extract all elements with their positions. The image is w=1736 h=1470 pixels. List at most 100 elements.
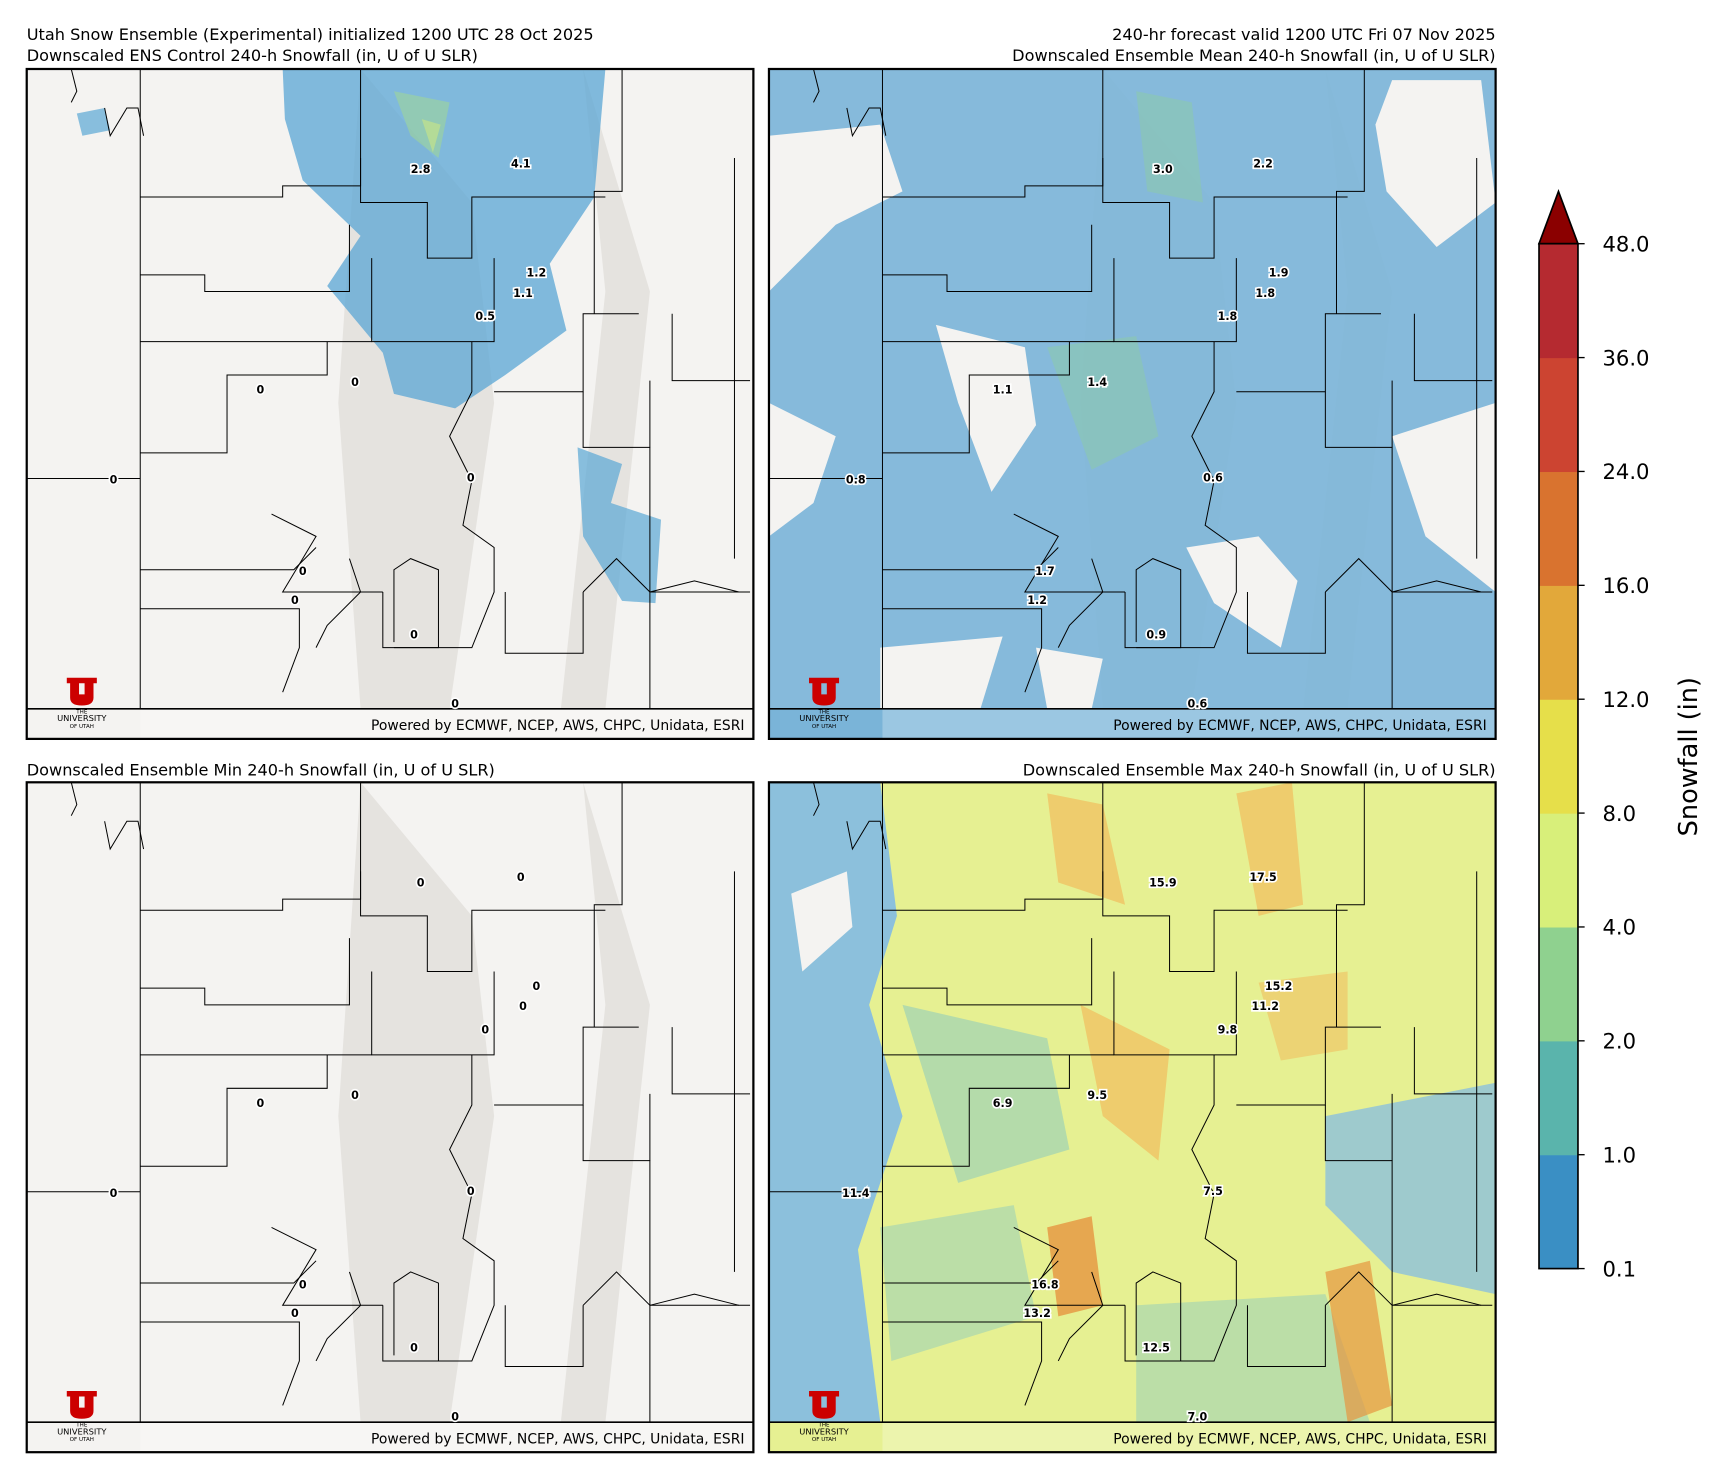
- point-label: 0: [451, 1411, 459, 1424]
- point-label: 0.9: [1146, 628, 1166, 641]
- point-label: 0.5: [475, 310, 495, 323]
- point-label: 16.8: [1031, 1278, 1059, 1291]
- panel-title: Downscaled ENS Control 240-h Snowfall (i…: [27, 46, 478, 65]
- boundary-line: [649, 580, 740, 593]
- colorbar: 0.1 1.0 2.0 4.0 8.0 12.0 16.0 24.0 36.0 48.0 Snowf…: [1537, 189, 1704, 1281]
- logo-text: OF UTAH: [812, 724, 836, 730]
- point-label: 17.5: [1249, 871, 1276, 884]
- snowfall-area: [76, 107, 111, 136]
- boundary-line: [1135, 1271, 1182, 1362]
- snowfall-area: [902, 1004, 1070, 1183]
- boundary-line: [882, 608, 1043, 693]
- colorbar-bin: [1539, 585, 1578, 700]
- colorbar-tick-label: 16.0: [1602, 573, 1649, 598]
- logo-text: UNIVERSITY: [57, 1426, 107, 1436]
- point-label: 12.5: [1143, 1342, 1170, 1355]
- point-label: 1.8: [1255, 287, 1275, 300]
- header-valid: 240-hr forecast valid 1200 UTC Fri 07 No…: [1112, 25, 1496, 44]
- footer-strip: [26, 1422, 754, 1453]
- point-label: 9.5: [1087, 1089, 1107, 1102]
- colorbar-bin: [1539, 926, 1578, 1042]
- boundary-line: [315, 1271, 362, 1362]
- boundary-line: [882, 224, 1093, 293]
- boundary-line: [140, 341, 328, 454]
- snowfall-area: [1080, 1004, 1170, 1161]
- point-label: 0: [351, 1089, 359, 1102]
- snowfall-area: [577, 447, 662, 604]
- colorbar-bin: [1539, 243, 1578, 359]
- snowfall-area: [421, 119, 441, 153]
- boundary-line: [1113, 971, 1237, 1056]
- logo-text: UNIVERSITY: [799, 713, 849, 723]
- boundary-line: [882, 938, 1093, 1006]
- colorbar-tick-label: 36.0: [1602, 345, 1649, 370]
- point-label: 0: [533, 980, 541, 993]
- colorbar-tick-label: 24.0: [1602, 459, 1649, 484]
- credit-text: Powered by ECMWF, NCEP, AWS, CHPC, Unida…: [1113, 1431, 1486, 1447]
- point-label: 1.2: [1027, 594, 1047, 607]
- point-label: 0: [519, 1000, 527, 1013]
- boundary-line: [1246, 592, 1326, 654]
- point-label: 0: [467, 472, 475, 485]
- panel-title: Downscaled Ensemble Min 240-h Snowfall (…: [27, 761, 495, 780]
- boundary-line: [315, 558, 362, 648]
- point-label: 1.8: [1218, 310, 1238, 323]
- snowfall-area: [1186, 536, 1298, 648]
- colorbar-tick-label: 1.0: [1602, 1142, 1636, 1167]
- boundary-line: [494, 1026, 639, 1106]
- snowfall-area: [1136, 1294, 1370, 1423]
- panel-frame: [767, 67, 1497, 741]
- boundary-line: [593, 782, 623, 1028]
- colorbar-bin: [1539, 471, 1578, 586]
- boundary-line: [504, 1305, 584, 1368]
- logo-mark: [66, 677, 97, 706]
- boundary-line: [1413, 313, 1493, 382]
- logo-text: OF UTAH: [812, 1437, 836, 1443]
- boundary-line: [1102, 782, 1348, 972]
- footer-strip: [768, 1422, 1496, 1453]
- snowfall-area: [1392, 402, 1496, 593]
- point-label: 0: [351, 376, 359, 389]
- logo-mark: [809, 677, 840, 706]
- boundary-line: [812, 68, 820, 103]
- header-title: Utah Snow Ensemble (Experimental) initia…: [27, 25, 594, 44]
- boundary-line: [360, 782, 606, 972]
- map-panel: Downscaled Ensemble Max 240-h Snowfall (…: [767, 761, 1497, 1454]
- snowfall-area: [1047, 793, 1126, 905]
- boundary-line: [140, 1260, 317, 1284]
- point-label: 1.7: [1035, 565, 1055, 578]
- snowfall-area: [768, 402, 836, 537]
- point-label: 0: [299, 565, 307, 578]
- colorbar-bin: [1539, 1154, 1578, 1270]
- colorbar-tick-label: 8.0: [1602, 801, 1636, 826]
- boundary-line: [671, 1027, 751, 1095]
- logo-text: UNIVERSITY: [799, 1426, 849, 1436]
- boundary-line: [1057, 558, 1104, 648]
- snowfall-area: [1047, 1216, 1103, 1317]
- point-label: 0: [110, 474, 118, 487]
- boundary-line: [812, 782, 820, 816]
- boundary-line: [1335, 782, 1365, 1028]
- logo-mark: [66, 1390, 97, 1419]
- point-label: 0: [291, 1307, 299, 1320]
- point-label: 0: [257, 1097, 265, 1110]
- point-label: 0: [410, 1342, 418, 1355]
- point-label: 7.5: [1203, 1185, 1223, 1198]
- map-panel: Downscaled ENS Control 240-h Snowfall (i…: [25, 46, 755, 741]
- logo-text: OF UTAH: [70, 724, 94, 730]
- point-label: 1.1: [993, 384, 1013, 397]
- panel-frame: [25, 67, 755, 741]
- boundary-line: [104, 820, 145, 851]
- terrain-shade: [338, 782, 650, 1423]
- colorbar-tick-label: 0.1: [1602, 1256, 1636, 1281]
- boundary-line: [1113, 258, 1237, 343]
- colorbar-bin: [1539, 1040, 1578, 1156]
- footer-strip: [140, 1422, 754, 1453]
- boundary-line: [846, 107, 887, 138]
- point-label: 0.6: [1203, 472, 1223, 485]
- snowfall-area: [1136, 91, 1203, 203]
- point-label: 13.2: [1023, 1307, 1050, 1320]
- snowfall-area: [791, 871, 853, 972]
- point-label: 4.1: [511, 158, 531, 171]
- snowfall-area: [1036, 647, 1103, 709]
